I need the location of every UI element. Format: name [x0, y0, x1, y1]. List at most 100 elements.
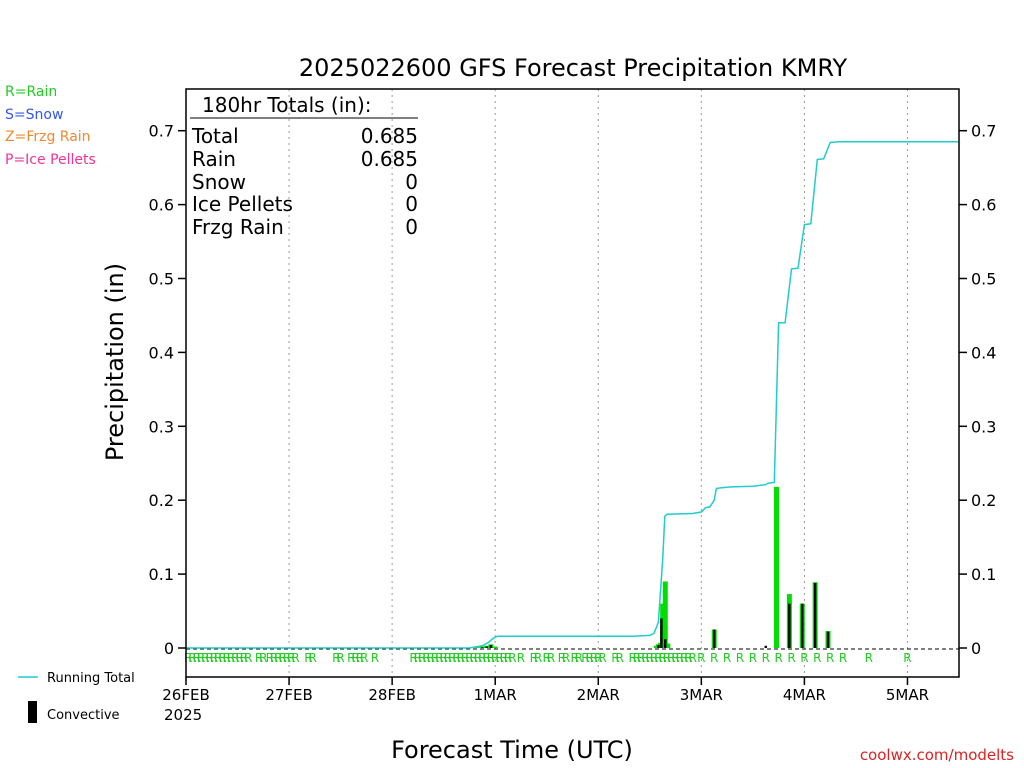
ptype-marker: R: [452, 651, 460, 665]
ptype-marker: R: [903, 651, 911, 665]
legend-snow: S=Snow: [5, 107, 63, 123]
totals-header: 180hr Totals (in):: [202, 93, 372, 117]
running-total-legend-label: Running Total: [47, 671, 135, 686]
totals-value-ice-pellets: 0: [405, 192, 418, 216]
running-total-line: [186, 141, 959, 649]
ptype-marker: R: [482, 651, 490, 665]
ptype-marker: R: [439, 651, 447, 665]
ptype-marker: R: [193, 651, 201, 665]
ptype-marker: R: [448, 651, 456, 665]
ptype-marker: R: [689, 651, 697, 665]
y-tick-label-left: 0.2: [149, 491, 174, 510]
ptype-marker: R: [478, 651, 486, 665]
ptype-marker: R: [278, 651, 286, 665]
ptype-marker: R: [594, 651, 602, 665]
ptype-marker: R: [667, 651, 675, 665]
bottom-legend: Running Total Convective: [18, 671, 135, 723]
ptype-marker: R: [240, 651, 248, 665]
plot-frame: [185, 88, 960, 678]
y-tick-label-left: 0.4: [149, 343, 174, 362]
ptype-marker: R: [201, 651, 209, 665]
ptype-marker: R: [543, 651, 551, 665]
ptype-marker: R: [839, 651, 847, 665]
convective-bar: [485, 646, 488, 648]
ptype-marker: R: [351, 651, 359, 665]
vertical-gridlines: [288, 89, 908, 677]
ptype-marker: R: [865, 651, 873, 665]
totals-value-snow: 0: [405, 170, 418, 194]
totals-label-snow: Snow: [192, 170, 246, 194]
ptype-marker: R: [590, 651, 598, 665]
totals-value-frzg-rain: 0: [405, 215, 418, 239]
totals-label-frzg-rain: Frzg Rain: [192, 215, 284, 239]
totals-label-total: Total: [191, 124, 239, 148]
ptype-marker: R: [598, 651, 606, 665]
legend-frzg-rain: Z=Frzg Rain: [5, 129, 91, 145]
y-tick-label-left: 0.5: [149, 270, 174, 289]
ptype-marker: R: [628, 651, 636, 665]
ptype-marker: R: [332, 651, 340, 665]
ptype-marker: R: [487, 651, 495, 665]
convective-bar: [660, 618, 663, 648]
ptype-marker: R: [205, 651, 213, 665]
ptype-marker: R: [309, 651, 317, 665]
precip-bar: [773, 486, 779, 648]
ptype-marker: R: [414, 651, 422, 665]
ptype-marker: R: [517, 651, 525, 665]
y-tick-label-right: 0.5: [971, 270, 996, 289]
ptype-marker: R: [586, 651, 594, 665]
x-tick-label: 3MAR: [680, 686, 723, 704]
ptype-marker: R: [504, 651, 512, 665]
ptype-marker: R: [236, 651, 244, 665]
x-axis-label: Forecast Time (UTC): [391, 736, 633, 764]
ptype-marker: R: [534, 651, 542, 665]
totals-label-ice-pellets: Ice Pellets: [192, 192, 293, 216]
ptype-marker: R: [371, 651, 379, 665]
ptype-marker: R: [184, 651, 192, 665]
ptype-marker: R: [676, 651, 684, 665]
ptype-marker: R: [650, 651, 658, 665]
ptype-marker: R: [570, 651, 578, 665]
x-tick-label: 26FEB: [162, 686, 209, 704]
ptype-marker: R: [283, 651, 291, 665]
convective-bar: [664, 639, 667, 648]
ptype-marker: R: [287, 651, 295, 665]
ptype-marker: R: [616, 651, 624, 665]
totals-value-rain: 0.685: [361, 147, 418, 171]
ptype-marker: R: [435, 651, 443, 665]
ptype-marker: R: [356, 651, 364, 665]
chart-title: 2025022600 GFS Forecast Precipitation KM…: [299, 54, 848, 82]
x-tick-label: 1MAR: [474, 686, 517, 704]
precip-bar: [475, 647, 481, 648]
convective-legend-swatch: [28, 701, 37, 723]
totals-value-total: 0.685: [361, 124, 418, 148]
ptype-marker: R: [562, 651, 570, 665]
ptype-marker: R: [762, 651, 770, 665]
y-tick-label-right: 0.7: [971, 122, 996, 141]
y-tick-label-right: 0.3: [971, 417, 996, 436]
ptype-marker: R: [360, 651, 368, 665]
ptype-marker: R: [611, 651, 619, 665]
x-tick-label: 4MAR: [783, 686, 826, 704]
ptype-marker: R: [575, 651, 583, 665]
legend-ice-pellets: P=Ice Pellets: [5, 152, 96, 168]
convective-bar: [657, 645, 660, 648]
convective-bar: [481, 647, 484, 648]
ptype-marker: R: [680, 651, 688, 665]
ptype-marker: R: [581, 651, 589, 665]
ptype-marker: R: [214, 651, 222, 665]
convective-bar: [764, 645, 767, 648]
running-total-layer: [186, 141, 959, 649]
legend-rain: R=Rain: [5, 84, 57, 100]
ptype-marker: R: [427, 651, 435, 665]
ptype-marker: R: [787, 651, 795, 665]
ptype-marker: R: [654, 651, 662, 665]
ptype-marker: R: [304, 651, 312, 665]
ptype-marker: R: [418, 651, 426, 665]
ptype-marker: R: [227, 651, 235, 665]
totals-label-rain: Rain: [192, 147, 236, 171]
ptype-marker: R: [244, 651, 252, 665]
y-tick-label-left: 0.6: [149, 196, 174, 215]
ptype-marker: R: [197, 651, 205, 665]
